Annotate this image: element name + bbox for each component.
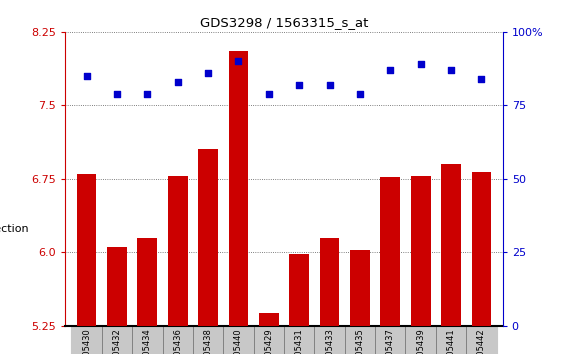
Bar xyxy=(350,250,370,326)
Bar xyxy=(471,172,491,326)
Text: GSM305430: GSM305430 xyxy=(82,329,91,354)
Text: GSM305429: GSM305429 xyxy=(264,329,273,354)
Point xyxy=(386,67,395,73)
Bar xyxy=(411,176,431,326)
Text: GSM305433: GSM305433 xyxy=(325,329,334,354)
Bar xyxy=(107,247,127,326)
Text: GSM305442: GSM305442 xyxy=(477,329,486,354)
Point xyxy=(112,91,122,96)
Title: GDS3298 / 1563315_s_at: GDS3298 / 1563315_s_at xyxy=(200,16,368,29)
Point xyxy=(203,70,212,76)
Bar xyxy=(228,51,248,326)
Point xyxy=(295,82,304,87)
Text: GSM305434: GSM305434 xyxy=(143,329,152,354)
Text: GSM305431: GSM305431 xyxy=(295,329,304,354)
Text: GSM305436: GSM305436 xyxy=(173,329,182,354)
Point xyxy=(477,76,486,82)
Point xyxy=(446,67,456,73)
Bar xyxy=(441,164,461,326)
Text: GSM305437: GSM305437 xyxy=(386,329,395,354)
Point xyxy=(356,91,365,96)
Bar xyxy=(77,174,97,326)
Text: GSM305438: GSM305438 xyxy=(203,329,212,354)
Text: GSM305441: GSM305441 xyxy=(446,329,456,354)
Point xyxy=(173,79,182,85)
Point xyxy=(264,91,273,96)
Bar xyxy=(168,176,187,326)
Point xyxy=(82,73,91,79)
Text: GSM305439: GSM305439 xyxy=(416,329,425,354)
Point xyxy=(143,91,152,96)
Point xyxy=(416,61,425,67)
Bar xyxy=(137,238,157,326)
Text: GSM305435: GSM305435 xyxy=(356,329,365,354)
Text: GSM305440: GSM305440 xyxy=(234,329,243,354)
Bar xyxy=(198,149,218,326)
Bar xyxy=(289,254,309,326)
Text: GSM305432: GSM305432 xyxy=(112,329,122,354)
Text: infection: infection xyxy=(0,224,28,234)
Bar xyxy=(259,313,279,326)
Point xyxy=(325,82,334,87)
Bar xyxy=(381,177,400,326)
Point xyxy=(234,58,243,64)
Bar xyxy=(320,238,340,326)
Bar xyxy=(72,326,496,354)
